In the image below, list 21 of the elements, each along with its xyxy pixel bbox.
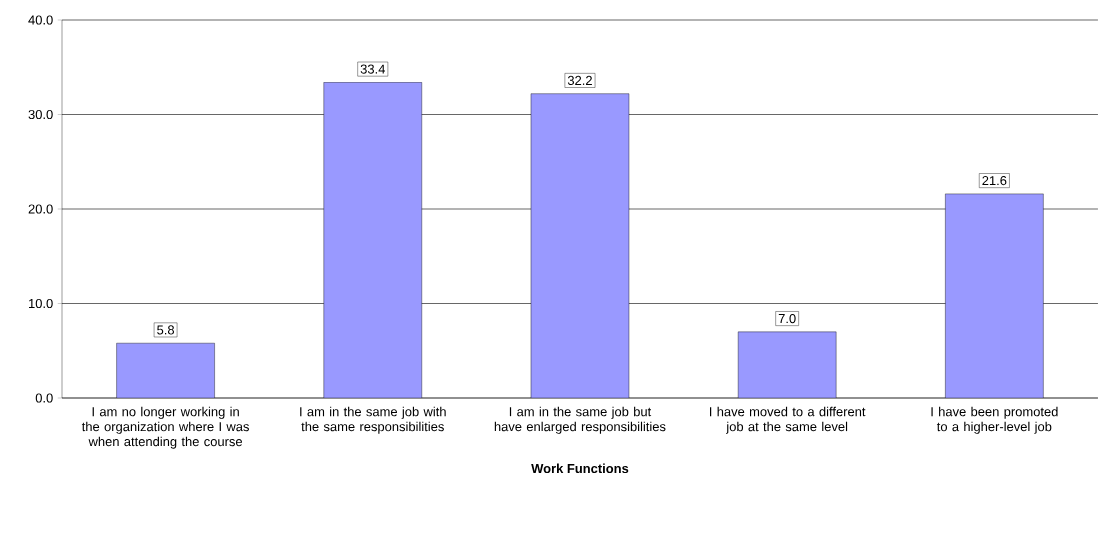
x-tick-label: I have been promoted to a higher-level job bbox=[931, 406, 1058, 434]
data-label: 7.0 bbox=[778, 313, 796, 324]
bar bbox=[116, 342, 215, 398]
y-tick-label: 0.0 bbox=[35, 393, 53, 403]
y-tick-label: 30.0 bbox=[28, 109, 53, 120]
x-tick-label: I am in the same job with the same responsibilities bbox=[300, 406, 446, 434]
y-tick-label: 20.0 bbox=[28, 204, 53, 214]
bar bbox=[323, 82, 422, 398]
x-axis-title: Work Functions bbox=[531, 463, 629, 474]
bar bbox=[945, 193, 1044, 398]
y-tick-label: 10.0 bbox=[29, 298, 53, 309]
data-label: 32.2 bbox=[567, 75, 592, 86]
data-label: 33.4 bbox=[360, 64, 386, 74]
data-label: 5.8 bbox=[157, 325, 175, 335]
x-tick-label: I have moved to a different job at the same level bbox=[710, 406, 866, 434]
data-label: 21.6 bbox=[982, 176, 1007, 186]
y-tick-label: 40.0 bbox=[28, 15, 53, 25]
bar bbox=[530, 93, 630, 398]
x-tick-label: I am in the same job but have enlarged responsibilities bbox=[494, 406, 666, 434]
x-tick-label: I am no longer working in the organization where I was when attending the course bbox=[81, 406, 249, 449]
bar bbox=[737, 331, 837, 398]
